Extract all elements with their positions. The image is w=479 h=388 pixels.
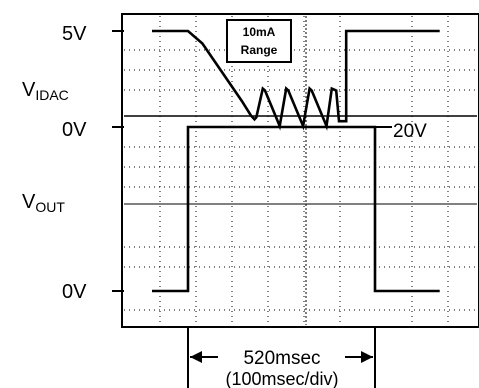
vidac-label: VIDAC xyxy=(22,79,69,103)
trace-vidac xyxy=(152,29,440,131)
vidac-tick-top: 5V xyxy=(62,23,87,45)
vidac-label-sub: IDAC xyxy=(35,87,68,103)
grid xyxy=(124,16,477,325)
trace-vout xyxy=(152,125,440,293)
dimension-arrowhead-left xyxy=(190,351,202,363)
vout-label: VOUT xyxy=(22,191,65,215)
level-label-20v: 20V xyxy=(393,121,427,142)
vout-tick-bottom: 0V xyxy=(62,281,87,303)
dimension-label-line1: 520msec xyxy=(243,348,320,369)
vidac-tick-bottom: 0V xyxy=(62,119,87,141)
vidac-label-main: V xyxy=(22,79,36,101)
dimension-arrowhead-right xyxy=(361,351,373,363)
range-annotation-line1: 10mA xyxy=(243,25,276,39)
dimension-label-line2: (100msec/div) xyxy=(225,369,338,388)
vout-label-sub: OUT xyxy=(35,199,65,215)
range-annotation-line2: Range xyxy=(241,43,278,57)
range-annotation-box xyxy=(226,19,292,63)
vout-label-main: V xyxy=(22,191,36,213)
plot-frame xyxy=(121,13,479,328)
traces xyxy=(152,29,440,293)
